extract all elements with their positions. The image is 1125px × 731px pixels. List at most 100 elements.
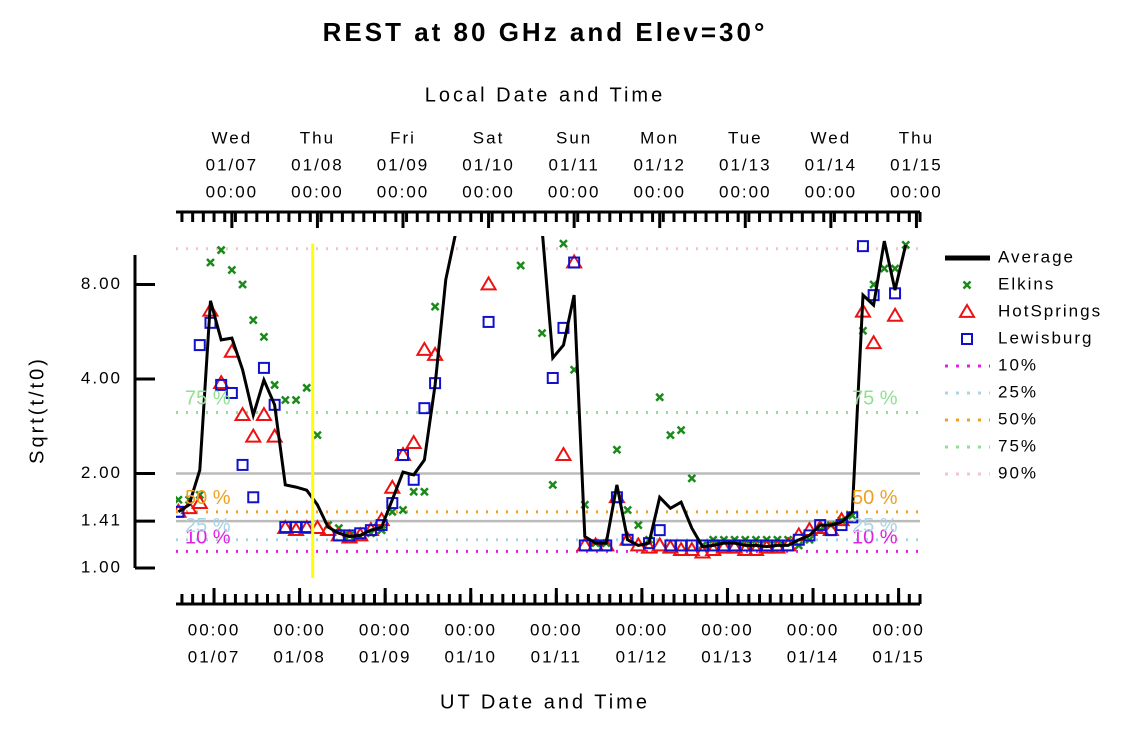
point-x — [259, 332, 269, 342]
point-triangle — [886, 306, 904, 322]
point-x — [676, 425, 686, 435]
top-tick-weekday: Wed — [212, 128, 253, 147]
y-tick-label: 4.00 — [81, 368, 122, 387]
x-tick-date: 01/07 — [188, 647, 241, 666]
x-tick-date: 01/12 — [616, 647, 669, 666]
point-x — [216, 245, 226, 255]
x-tick-time: 00:00 — [188, 620, 241, 639]
point-square — [215, 378, 228, 391]
legend-label: Elkins — [998, 274, 1055, 293]
top-tick-weekday: Thu — [300, 128, 335, 147]
point-x — [537, 328, 547, 338]
legend-label: 50% — [998, 409, 1038, 428]
point-x — [206, 258, 215, 267]
threshold-label: 10 % — [185, 527, 231, 549]
point-triangle — [554, 446, 573, 461]
point-x — [176, 495, 183, 505]
point-triangle — [640, 538, 658, 554]
threshold-label: 75 % — [852, 388, 898, 410]
point-triangle — [287, 521, 305, 537]
point-x — [430, 302, 440, 312]
top-tick-weekday: Tue — [728, 128, 763, 147]
legend-swatch — [958, 303, 976, 318]
point-x — [420, 487, 429, 497]
top-tick-date: 01/07 — [206, 155, 259, 174]
point-x — [890, 264, 900, 273]
top-tick-date: 01/10 — [462, 155, 515, 174]
top-axis-title: Local Date and Time — [425, 84, 665, 106]
y-tick-label: 1.00 — [81, 557, 122, 576]
legend-swatch — [962, 280, 972, 290]
x-tick-date: 01/11 — [531, 647, 582, 666]
point-x — [548, 480, 558, 490]
threshold-label: 25 % — [185, 515, 231, 537]
point-square — [482, 315, 495, 328]
top-tick-date: 01/15 — [890, 155, 943, 174]
point-triangle — [212, 374, 230, 390]
point-square — [176, 505, 185, 518]
point-x — [291, 395, 301, 405]
point-triangle — [864, 334, 883, 350]
legend-label: Average — [998, 247, 1075, 266]
point-triangle — [479, 275, 498, 291]
point-triangle — [683, 541, 701, 557]
top-tick-date: 01/12 — [633, 155, 686, 174]
point-square — [397, 449, 410, 462]
legend-label: 10% — [998, 355, 1038, 374]
point-square — [418, 402, 431, 415]
top-tick-date: 01/11 — [549, 155, 600, 174]
point-x — [248, 315, 258, 325]
point-x — [687, 473, 697, 483]
y-tick-label: 2.00 — [81, 463, 122, 482]
legend-label: Lewisburg — [998, 328, 1094, 347]
top-tick-weekday: Mon — [640, 128, 679, 147]
point-x — [238, 280, 247, 289]
legend-label: 90% — [998, 463, 1038, 482]
point-square — [803, 529, 816, 542]
point-triangle — [191, 494, 209, 509]
point-x — [612, 445, 622, 455]
point-square — [236, 458, 249, 471]
x-tick-date: 01/14 — [787, 647, 840, 666]
x-tick-date: 01/13 — [701, 647, 754, 666]
x-tick-time: 00:00 — [444, 620, 497, 639]
top-tick-time: 00:00 — [719, 182, 772, 201]
top-tick-weekday: Thu — [899, 128, 934, 147]
legend-label: 25% — [998, 382, 1038, 401]
point-square — [193, 339, 206, 352]
point-x — [901, 240, 911, 250]
point-square — [247, 491, 260, 504]
x-tick-time: 00:00 — [359, 620, 412, 639]
y-axis-title: Sqrt(t/t0) — [26, 356, 48, 464]
point-triangle — [704, 541, 722, 557]
point-triangle — [255, 406, 273, 421]
point-triangle — [415, 340, 434, 356]
y-tick-label: 1.41 — [81, 511, 122, 530]
x-tick-date: 01/15 — [872, 647, 925, 666]
top-tick-date: 01/09 — [377, 155, 430, 174]
point-x — [559, 239, 568, 248]
top-tick-weekday: Wed — [811, 128, 852, 147]
point-triangle — [661, 538, 680, 554]
top-tick-date: 01/14 — [805, 155, 858, 174]
threshold-label: 50 % — [185, 487, 231, 509]
top-tick-time: 00:00 — [291, 182, 344, 201]
point-triangle — [404, 434, 423, 449]
point-x — [302, 383, 312, 393]
point-triangle — [650, 536, 669, 552]
x-tick-time: 00:00 — [701, 620, 754, 639]
point-x — [227, 265, 237, 275]
top-tick-time: 00:00 — [548, 182, 601, 201]
point-square — [225, 386, 238, 399]
top-tick-date: 01/13 — [719, 155, 772, 174]
point-square — [856, 240, 869, 253]
x-axis-title: UT Date and Time — [440, 691, 650, 713]
top-tick-time: 00:00 — [805, 182, 858, 201]
point-triangle — [244, 427, 263, 443]
top-tick-time: 00:00 — [377, 182, 430, 201]
threshold-label: 75 % — [185, 388, 231, 410]
top-tick-weekday: Sat — [473, 128, 505, 147]
x-tick-time: 00:00 — [530, 620, 583, 639]
top-tick-date: 01/08 — [291, 155, 344, 174]
